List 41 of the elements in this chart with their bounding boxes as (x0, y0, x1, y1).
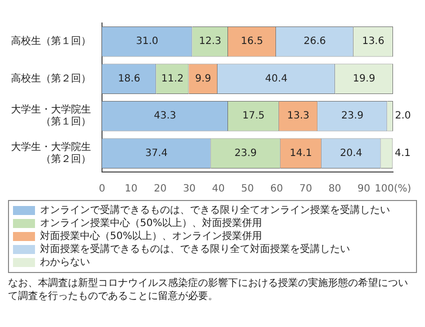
data-label: 26.6 (304, 36, 326, 48)
data-label: 40.4 (265, 73, 288, 84)
data-label: 13.6 (362, 36, 384, 48)
y-tick-label: 高校生（第２回） (11, 72, 91, 84)
legend-label: オンラインで受講できるものは、できる限り全てオンライン授業を受講したい (40, 204, 390, 217)
x-tick-label: 10 (124, 184, 138, 195)
x-tick-label: 0 (98, 184, 106, 195)
data-label: 14.1 (290, 148, 312, 159)
data-label: 4.1 (394, 148, 411, 159)
x-tick-label: 50 (241, 184, 254, 195)
y-tick-label: 高校生（第１回） (11, 35, 91, 48)
data-label: 31.0 (136, 36, 158, 48)
data-label: 23.9 (341, 110, 364, 122)
data-label: 23.9 (234, 148, 257, 159)
data-label: 9.9 (195, 73, 212, 84)
y-tick-label: 大学生・大学院生（第２回） (11, 140, 91, 165)
data-label: 37.4 (145, 148, 168, 159)
x-tick-label: 60 (270, 184, 283, 195)
data-label: 18.6 (118, 73, 140, 84)
x-tick-label: 70 (299, 184, 312, 195)
legend-label: 対面授業中心（50%以上）、オンライン授業併用 (40, 230, 262, 243)
y-tick-label: 大学生・大学院生（第１回） (11, 104, 91, 128)
data-label: 17.5 (242, 110, 265, 122)
data-label: 13.3 (287, 110, 310, 122)
x-tick-label: 40 (212, 184, 225, 195)
data-label: 2.0 (395, 110, 411, 122)
x-tick-label: 100(%) (374, 184, 412, 195)
x-tick-label: 20 (154, 184, 167, 195)
data-label: 20.4 (340, 148, 362, 159)
data-label: 16.5 (240, 36, 264, 48)
data-label: 12.3 (198, 36, 222, 48)
legend-label: オンライン授業中心（50%以上）、対面授業併用 (40, 217, 262, 230)
data-label: 43.3 (154, 110, 176, 122)
data-label: 19.9 (352, 73, 376, 84)
x-tick-label: 80 (328, 184, 342, 195)
x-tick-label: 30 (182, 184, 196, 195)
data-label: 11.2 (161, 73, 184, 84)
legend-label: わからない (40, 256, 90, 269)
legend-label: 対面授業を受講できるものは、できる限り全て対面授業を受講したい (40, 243, 350, 256)
x-tick-label: 90 (358, 184, 370, 195)
text: なお、本調査は新型コロナウイルス感染症の影響下における授業の実施形態の希望について調査を行ったものであることに留意が必要。 (8, 277, 409, 303)
